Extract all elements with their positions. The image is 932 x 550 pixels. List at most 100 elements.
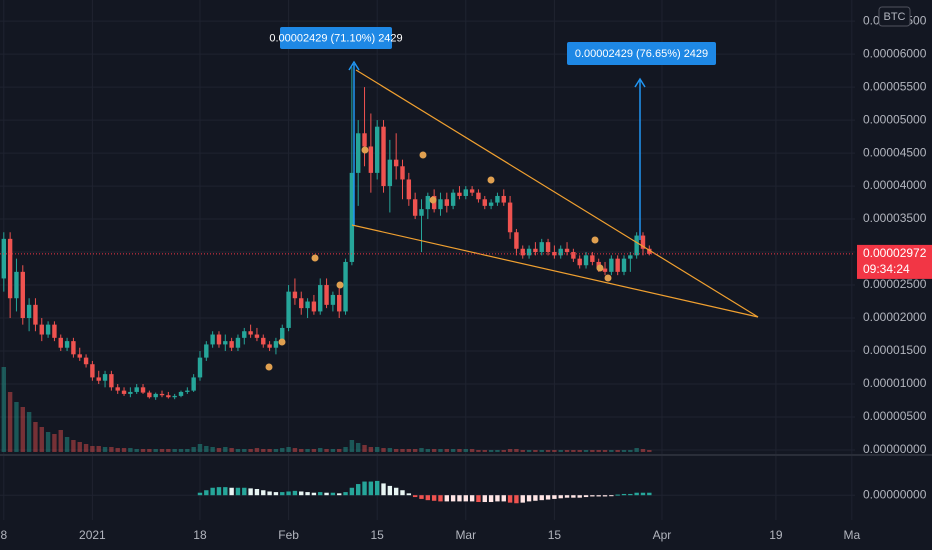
volume-bar <box>254 448 260 452</box>
candle-body <box>45 324 51 335</box>
y-tick-label: 0.00005000 <box>863 112 927 126</box>
candle-body <box>495 195 500 203</box>
candle-body <box>248 331 253 335</box>
x-tick-label: 19 <box>769 528 783 542</box>
candle-body <box>615 258 620 272</box>
macd-histogram-bar <box>634 492 639 496</box>
candle-body <box>280 327 285 342</box>
volume-bar <box>102 447 108 452</box>
macd-histogram-bar <box>444 495 450 502</box>
volume-bar <box>172 449 177 452</box>
candle-body <box>393 159 399 167</box>
candle-body <box>39 324 44 335</box>
volume-bar <box>318 448 323 452</box>
macd-histogram-bar <box>425 495 431 501</box>
y-tick-label: 0.00003500 <box>863 211 927 225</box>
macd-histogram-bar <box>495 495 500 502</box>
x-tick-label: 15 <box>548 528 562 542</box>
candle-body <box>64 341 70 348</box>
y-tick-label: 0.00006000 <box>863 46 927 60</box>
candle-body <box>343 261 348 312</box>
macd-histogram-bar <box>564 495 570 498</box>
volume-bar <box>393 449 399 452</box>
volume-bar <box>469 449 475 452</box>
pivot-dot <box>361 146 369 154</box>
volume-bar <box>58 430 63 452</box>
candle-body <box>583 255 589 266</box>
pivot-dot <box>591 236 599 244</box>
macd-histogram-bar <box>507 495 513 503</box>
macd-histogram-bar <box>330 492 336 496</box>
macd-histogram-bar <box>577 495 582 498</box>
candle-body <box>514 232 519 249</box>
volume-bar <box>602 450 608 452</box>
candle-body <box>204 344 209 358</box>
macd-histogram-bar <box>520 495 525 503</box>
candle-body <box>273 341 279 348</box>
candle-body <box>216 334 222 345</box>
candle-body <box>140 387 146 393</box>
pivot-dot <box>429 196 437 204</box>
trend-line <box>351 224 759 318</box>
volume-bar <box>128 448 133 452</box>
candle-body <box>58 337 63 348</box>
volume-bar <box>590 450 595 452</box>
pivot-dot <box>419 151 427 159</box>
macd-histogram-bar <box>571 495 576 498</box>
macd-histogram-bar <box>412 495 418 498</box>
candle-body <box>83 357 89 365</box>
volume-bar <box>640 449 646 452</box>
currency-badge[interactable] <box>878 6 911 27</box>
candle-body <box>381 126 386 187</box>
pivot-dot <box>311 254 319 262</box>
macd-histogram-bar <box>254 489 260 496</box>
volume-bar <box>501 450 506 452</box>
macd-histogram-bar <box>463 495 468 502</box>
candle-body <box>419 209 424 216</box>
macd-histogram-bar <box>482 495 487 503</box>
volume-bar <box>406 449 412 452</box>
macd-histogram-bar <box>431 495 437 501</box>
candle-body <box>121 390 127 394</box>
y-tick-label: 0.00004500 <box>863 145 927 159</box>
macd-histogram-bar <box>235 487 241 496</box>
volume-bar <box>311 449 317 452</box>
volume-bar <box>159 449 165 452</box>
candle-body <box>571 252 576 259</box>
volume-bar <box>507 449 513 452</box>
candle-body <box>115 387 120 391</box>
volume-bar <box>286 447 291 452</box>
candle-body <box>178 391 184 396</box>
volume-bar <box>204 446 209 452</box>
candle-body <box>609 258 614 272</box>
volume-bar <box>330 449 336 452</box>
candle-body <box>374 126 380 173</box>
macd-histogram-bar <box>558 495 563 499</box>
candle-body <box>318 285 323 312</box>
volume-bar <box>77 442 82 452</box>
trend-line <box>355 69 759 318</box>
volume-bar <box>343 447 348 452</box>
volume-bar <box>273 449 279 452</box>
macd-histogram-bar <box>229 487 234 496</box>
macd-histogram-bar <box>318 492 323 496</box>
macd-histogram-bar <box>450 495 456 502</box>
macd-histogram-bar <box>374 480 380 496</box>
candle-body <box>261 337 266 345</box>
candle-body <box>387 159 393 187</box>
candle-body <box>223 341 228 345</box>
volume-bar <box>140 449 146 452</box>
candle-body <box>159 393 165 396</box>
pivot-dot <box>487 176 495 184</box>
last-price-box <box>857 244 932 279</box>
volume-bar <box>166 449 171 452</box>
macd-histogram-bar <box>216 487 222 496</box>
countdown: 09:34:24 <box>863 262 910 276</box>
pivot-dot <box>604 274 612 282</box>
x-tick-label: 18 <box>193 528 207 542</box>
volume-bar <box>628 450 633 452</box>
candle-body <box>153 393 158 398</box>
candle-body <box>463 189 468 196</box>
macd-histogram-bar <box>242 487 247 496</box>
volume-bar <box>324 449 329 452</box>
